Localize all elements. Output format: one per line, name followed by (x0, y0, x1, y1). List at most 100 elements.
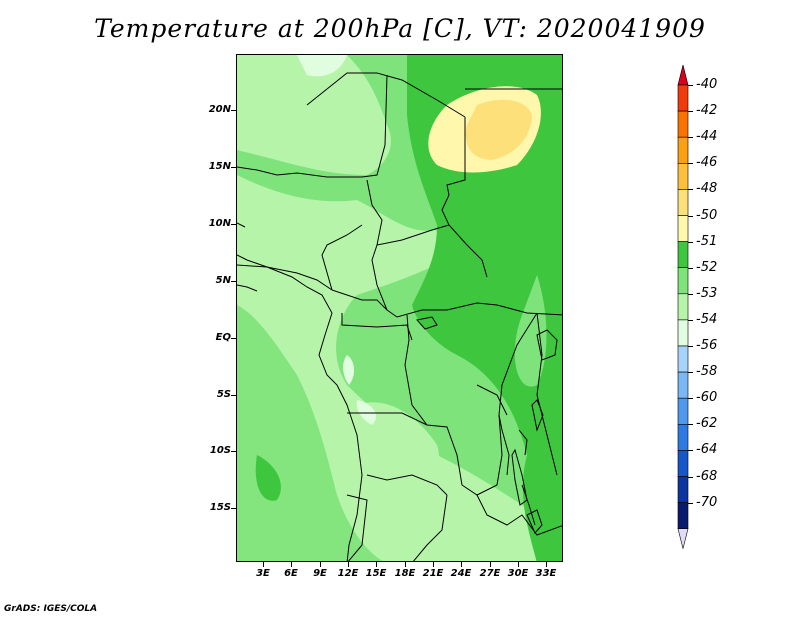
temperature-field-map (237, 55, 562, 561)
colorbar-level-label: -44 (696, 129, 718, 145)
lon-tick (461, 562, 462, 567)
colorbar-swatch (677, 84, 689, 112)
credit-label: GrADS: IGES/COLA (4, 604, 98, 614)
colorbar-tick (688, 398, 693, 400)
colorbar-swatch (677, 476, 689, 503)
colorbar-level-label: -68 (696, 468, 718, 484)
colorbar-swatch (677, 293, 689, 321)
colorbar-level-label: -48 (696, 181, 718, 197)
lat-tick (231, 167, 236, 168)
colorbar-tick (688, 502, 693, 504)
lon-tick (546, 562, 547, 567)
lat-tick (231, 281, 236, 282)
lat-label-eq: EQ (215, 332, 231, 343)
lon-tick (320, 562, 321, 567)
lat-label-20n: 20N (208, 104, 231, 115)
lat-label-10n: 10N (208, 218, 231, 229)
lat-label-5n: 5N (215, 275, 231, 286)
lon-label-24e: 24E (450, 568, 472, 579)
colorbar-level-label: -42 (696, 103, 718, 119)
lat-tick (231, 338, 236, 339)
lon-tick (490, 562, 491, 567)
colorbar-swatches (677, 64, 689, 549)
lakes (416, 316, 558, 534)
field-mid-east (514, 275, 547, 387)
lon-tick (348, 562, 349, 567)
colorbar-level-label: -58 (696, 364, 718, 380)
lon-tick (263, 562, 264, 567)
lon-label-30e: 30E (507, 568, 529, 579)
lon-label-6e: 6E (284, 568, 298, 579)
colorbar-tick (688, 319, 693, 321)
field-light-north (237, 55, 391, 175)
lon-label-15e: 15E (365, 568, 387, 579)
lon-label-3e: 3E (256, 568, 270, 579)
lat-label-15s: 15S (209, 502, 231, 513)
lon-label-27e: 27E (479, 568, 501, 579)
field-dark-east (407, 55, 562, 561)
lat-tick (231, 395, 236, 396)
colorbar-swatch (677, 502, 689, 530)
country-borders (237, 72, 562, 561)
field-warm-inner (465, 99, 532, 160)
colorbar-tick (688, 450, 693, 452)
colorbar-level-label: -52 (696, 259, 718, 275)
colorbar-tick (688, 424, 693, 426)
colorbar: -40 -42 -44 -46 -48 -50 -51 -52 -53 -54 -56 -58 -60 -… (676, 60, 756, 560)
colorbar-swatch (677, 319, 689, 347)
colorbar-swatch (677, 136, 689, 164)
lon-label-21e: 21E (422, 568, 444, 579)
colorbar-swatch (677, 345, 689, 373)
colorbar-swatch (677, 241, 689, 269)
lon-label-9e: 9E (313, 568, 327, 579)
colorbar-tick (688, 137, 693, 139)
colorbar-level-label: -62 (696, 416, 718, 432)
colorbar-tick (688, 163, 693, 165)
field-dark-sw (255, 455, 281, 501)
colorbar-level-label: -70 (696, 494, 718, 510)
colorbar-tick (688, 293, 693, 295)
lon-tick (405, 562, 406, 567)
colorbar-swatch (677, 450, 689, 477)
colorbar-swatch (677, 110, 689, 138)
lon-label-33e: 33E (535, 568, 557, 579)
lat-label-10s: 10S (209, 445, 231, 456)
colorbar-level-label: -54 (696, 311, 718, 327)
lat-tick (231, 224, 236, 225)
field-pale-gabon (343, 355, 355, 385)
colorbar-swatch (677, 397, 689, 425)
colorbar-swatch (677, 371, 689, 399)
lon-tick (291, 562, 292, 567)
colorbar-bottom-arrow (677, 528, 689, 549)
colorbar-level-label: -46 (696, 155, 718, 171)
lon-label-18e: 18E (394, 568, 416, 579)
colorbar-swatch (677, 163, 689, 190)
colorbar-swatch (677, 215, 689, 242)
map-panel (236, 54, 563, 562)
colorbar-swatch (677, 423, 689, 451)
colorbar-swatch (677, 189, 689, 216)
colorbar-level-label: -53 (696, 285, 718, 301)
colorbar-tick (688, 372, 693, 374)
field-pale-north (297, 55, 347, 77)
lat-label-15n: 15N (208, 161, 231, 172)
lat-tick (231, 451, 236, 452)
lat-label-5s: 5S (216, 389, 231, 400)
colorbar-level-label: -50 (696, 207, 718, 223)
map-title: Temperature at 200hPa [C], VT: 202004190… (94, 14, 706, 43)
field-light-center (346, 402, 439, 497)
lon-tick (518, 562, 519, 567)
colorbar-tick (688, 241, 693, 243)
colorbar-tick (688, 267, 693, 269)
colorbar-tick (688, 85, 693, 86)
colorbar-tick (688, 476, 693, 478)
colorbar-level-label: -40 (696, 77, 718, 92)
colorbar-tick (688, 215, 693, 217)
lon-tick (376, 562, 377, 567)
colorbar-level-label: -64 (696, 442, 718, 458)
colorbar-tick (688, 189, 693, 191)
lat-tick (231, 508, 236, 509)
colorbar-level-label: -60 (696, 390, 718, 406)
colorbar-tick (688, 346, 693, 347)
coastline (237, 222, 528, 561)
